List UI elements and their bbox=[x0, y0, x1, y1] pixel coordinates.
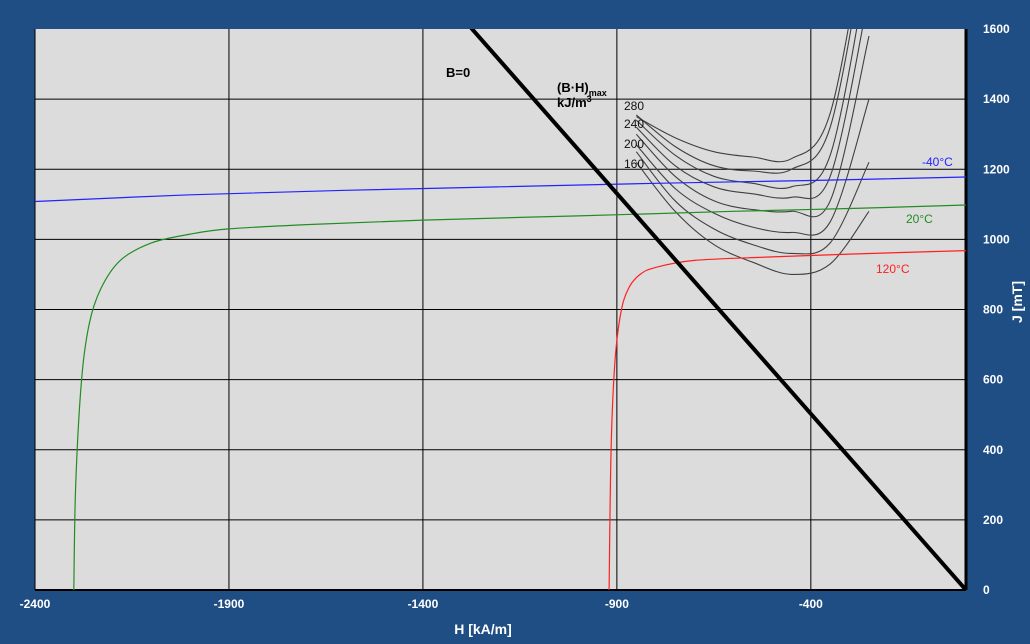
bh-max-curve bbox=[635, 29, 858, 190]
y-tick-label: 1600 bbox=[983, 22, 1010, 36]
bh-max-curve bbox=[635, 29, 863, 200]
x-tick-label: -400 bbox=[799, 597, 823, 611]
bh-max-title-sub: max bbox=[589, 88, 607, 98]
x-tick-label: -2400 bbox=[20, 597, 51, 611]
svg-text:(B·H)max: (B·H)max bbox=[557, 80, 607, 98]
bh-max-title: (B·H) bbox=[557, 80, 589, 95]
bh-label-240: 240 bbox=[624, 117, 644, 131]
y-tick-label: 1000 bbox=[983, 232, 1010, 246]
bh-label-200: 200 bbox=[624, 137, 644, 151]
series-20-line bbox=[73, 204, 966, 590]
y-tick-label: 400 bbox=[983, 443, 1003, 457]
y-tick-label: 0 bbox=[983, 583, 990, 597]
x-tick-label: -1900 bbox=[214, 597, 245, 611]
bh-max-curve bbox=[635, 161, 870, 276]
bh-max-legend: (B·H)max kJ/m3 280 240 200 160 bbox=[557, 80, 644, 171]
series-label-120: 120°C bbox=[876, 262, 910, 276]
x-axis-title: H [kA/m] bbox=[454, 621, 512, 637]
bh-max-unit: kJ/m bbox=[557, 95, 587, 110]
x-tick-label: -900 bbox=[605, 597, 629, 611]
bh-max-curve bbox=[635, 29, 852, 174]
x-tick-label: -1400 bbox=[408, 597, 439, 611]
y-tick-label: 1400 bbox=[983, 92, 1010, 106]
bh-max-curve bbox=[636, 29, 849, 163]
bh-max-unit-sup: 3 bbox=[587, 94, 592, 104]
bh-label-280: 280 bbox=[624, 99, 644, 113]
bh-label-160: 160 bbox=[624, 157, 644, 171]
grid-lines bbox=[34, 29, 968, 591]
series-120-line bbox=[608, 250, 966, 590]
series-label-m40: -40°C bbox=[922, 155, 953, 169]
tick-labels: -2400 -1900 -1400 -900 -400 0 200 400 600 800 1000… bbox=[20, 22, 1010, 611]
y-tick-label: 1200 bbox=[983, 162, 1010, 176]
series-layer bbox=[35, 29, 966, 590]
series-m40-line bbox=[35, 176, 966, 203]
b-zero-line bbox=[469, 29, 966, 590]
y-tick-label: 600 bbox=[983, 373, 1003, 387]
svg-text:kJ/m3: kJ/m3 bbox=[557, 94, 592, 110]
y-axis-title: J [mT] bbox=[1009, 281, 1025, 323]
series-label-20: 20°C bbox=[906, 212, 933, 226]
b-zero-label: B=0 bbox=[446, 65, 470, 80]
bh-max-curve bbox=[635, 98, 870, 236]
y-tick-label: 800 bbox=[983, 303, 1003, 317]
bh-max-curve bbox=[635, 151, 870, 255]
y-tick-label: 200 bbox=[983, 513, 1003, 527]
